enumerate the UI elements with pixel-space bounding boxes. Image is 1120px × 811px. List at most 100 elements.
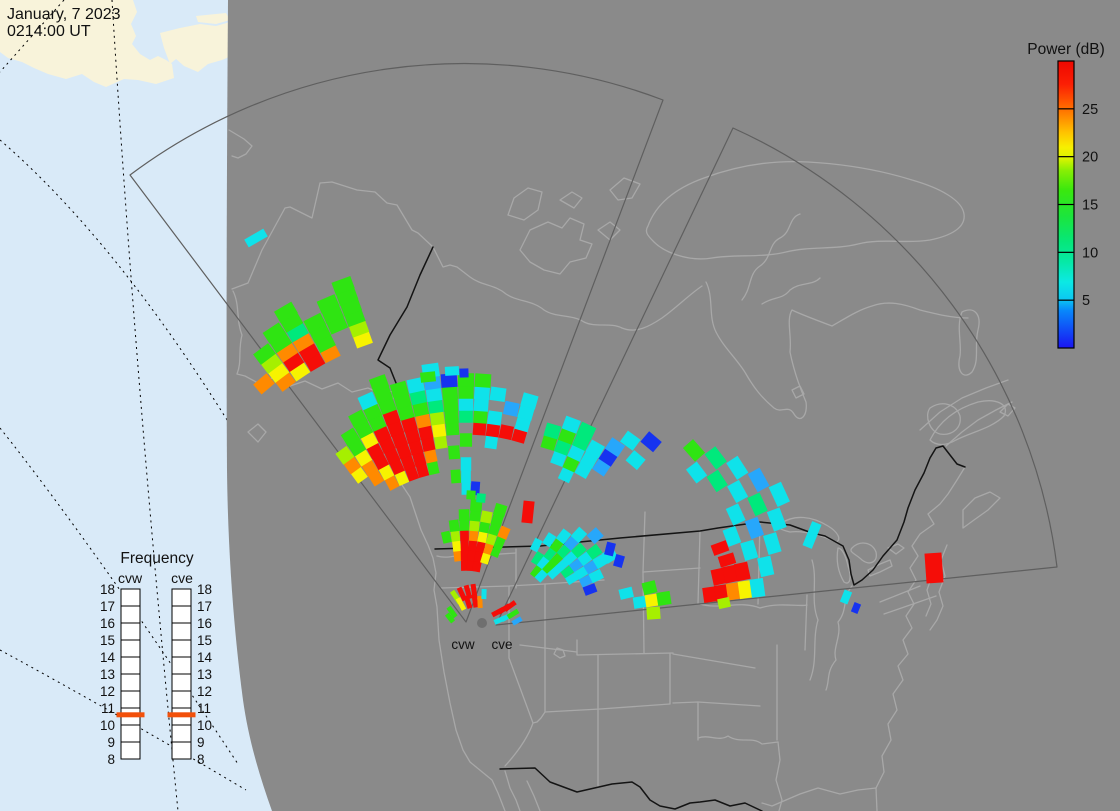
echo-cell — [710, 567, 728, 586]
echo-cell — [267, 361, 290, 383]
echo-cell — [588, 568, 604, 584]
echo-cell — [749, 577, 766, 598]
frequency-title: Frequency — [120, 550, 193, 567]
frequency-tick-label: 11 — [197, 701, 211, 716]
echo-cell — [471, 559, 482, 573]
echo-cell — [471, 594, 479, 608]
echo-cell — [433, 434, 448, 450]
power-colorbar: Power (dB) 5 10 15 20 25 — [1027, 41, 1105, 349]
echo-cell — [420, 371, 436, 383]
echo-cell — [725, 582, 742, 601]
echo-cell — [340, 427, 361, 447]
echo-cell — [418, 424, 434, 441]
echo-cell — [521, 500, 535, 524]
echo-cell — [468, 529, 479, 542]
echo-cell — [412, 400, 430, 417]
echo-cell — [619, 430, 641, 451]
echo-cell — [292, 332, 315, 353]
echo-cell — [540, 434, 558, 451]
frequency-marker — [116, 712, 145, 718]
alaska-yukon-border — [377, 246, 434, 384]
echo-cell — [244, 228, 268, 248]
echo-cell — [404, 427, 421, 444]
echo-cell — [446, 605, 458, 619]
echo-cell — [303, 312, 327, 333]
echo-cell — [641, 580, 658, 596]
echo-cell — [274, 371, 296, 392]
echo-cell — [737, 580, 754, 600]
echo-cell — [763, 532, 782, 556]
frequency-tick-label: 14 — [197, 650, 213, 665]
black-borders — [377, 246, 966, 811]
echo-cell — [492, 502, 508, 518]
echo-cells-layer — [244, 228, 944, 626]
echo-cell — [604, 541, 616, 557]
frequency-tick-label: 10 — [197, 718, 212, 733]
frequency-tick-label: 17 — [197, 599, 212, 614]
echo-cell — [326, 315, 349, 335]
echo-cell — [570, 542, 587, 559]
echo-cell — [477, 595, 483, 609]
frequency-tick-label: 9 — [197, 735, 205, 750]
echo-cell — [260, 352, 283, 374]
echo-cell — [460, 529, 469, 541]
echo-cell — [467, 549, 477, 562]
echo-cell — [472, 421, 487, 436]
echo-cell — [486, 410, 503, 426]
echo-cell — [463, 584, 473, 600]
echo-cell — [335, 445, 355, 465]
echo-cell — [400, 415, 418, 433]
echo-cell — [427, 398, 444, 414]
echo-cell — [706, 469, 728, 493]
echo-cell — [423, 447, 438, 464]
echo-cell — [440, 530, 452, 544]
echo-cell — [444, 409, 459, 424]
echo-cell — [586, 527, 604, 545]
echo-cell — [570, 526, 588, 544]
echo-cell — [530, 550, 545, 566]
echo-cell — [441, 385, 459, 400]
echo-cell — [298, 342, 320, 363]
echo-cell — [314, 333, 336, 354]
echo-cell — [625, 450, 646, 471]
echo-cell — [443, 397, 459, 412]
echo-cell — [555, 528, 572, 545]
echo-cell — [466, 490, 476, 500]
colorbar-tick-label: 20 — [1082, 150, 1098, 166]
echo-cell — [463, 595, 473, 609]
echo-cell — [586, 543, 603, 560]
echo-cell — [640, 431, 662, 453]
radar-label-cvw: cvw — [451, 637, 475, 652]
echo-cell — [348, 409, 368, 429]
echo-cell — [253, 343, 276, 365]
echo-cell — [768, 481, 790, 508]
frequency-tick-label: 13 — [197, 667, 212, 682]
echo-cell — [286, 321, 309, 343]
colorbar-tick-label: 15 — [1082, 198, 1098, 214]
echo-cell — [429, 410, 446, 426]
echo-cell — [725, 503, 746, 526]
echo-cell — [726, 455, 749, 480]
frequency-scale-columns: 18 17 16 15 14 13 12 11 10 9 8 18 17 16 15 14 13 12 11 10 9 8 — [100, 582, 213, 767]
echo-cell — [511, 616, 523, 626]
echo-cell — [460, 549, 469, 561]
echo-cell — [484, 434, 499, 450]
echo-cell — [431, 422, 447, 438]
echo-cell — [685, 461, 708, 484]
echo-cell — [473, 397, 489, 412]
frequency-tick-label: 12 — [197, 684, 212, 699]
echo-cell — [389, 380, 409, 399]
colorbar-tick-label: 25 — [1082, 102, 1098, 118]
echo-cell — [460, 457, 472, 471]
echo-cell — [450, 529, 461, 542]
echo-cell — [717, 552, 737, 568]
echo-cell — [444, 612, 456, 624]
echo-cell — [485, 532, 498, 546]
echo-cell — [498, 424, 514, 441]
echo-cell — [316, 294, 340, 314]
echo-cell — [722, 525, 742, 547]
echo-cell — [469, 509, 482, 522]
echo-cell — [727, 479, 749, 504]
echo-cell — [489, 386, 507, 402]
